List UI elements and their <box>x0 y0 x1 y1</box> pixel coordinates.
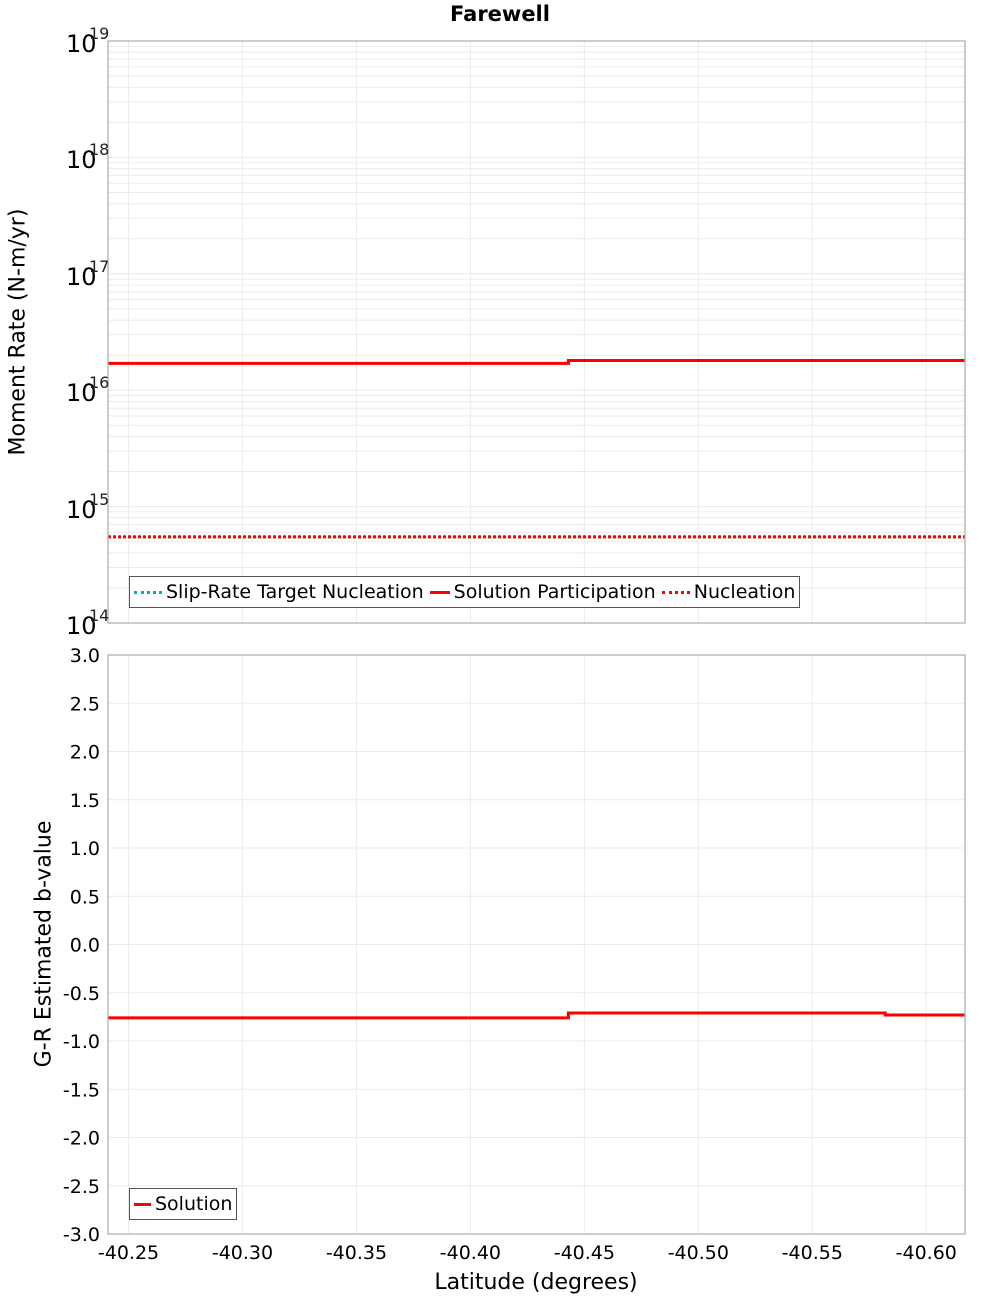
legend-label: Slip-Rate Target Nucleation <box>166 581 424 603</box>
svg-text:1.5: 1.5 <box>70 790 100 812</box>
legend-swatch-solid-red <box>429 590 450 594</box>
svg-text:3.0: 3.0 <box>70 645 100 667</box>
svg-text:15: 15 <box>89 490 109 509</box>
bottom-grid <box>108 654 965 1235</box>
svg-text:-40.50: -40.50 <box>668 1242 729 1264</box>
legend-swatch-dotted-teal <box>134 590 162 594</box>
legend-label: Nucleation <box>693 581 796 603</box>
svg-text:-40.45: -40.45 <box>554 1242 615 1264</box>
svg-text:0.0: 0.0 <box>70 935 100 957</box>
svg-text:10: 10 <box>66 379 97 407</box>
svg-text:14: 14 <box>89 606 109 625</box>
top-plot-frame <box>107 40 966 624</box>
svg-text:1.0: 1.0 <box>70 838 100 860</box>
svg-text:0.5: 0.5 <box>70 886 100 908</box>
svg-text:2.5: 2.5 <box>70 693 100 715</box>
svg-text:10: 10 <box>66 263 97 291</box>
bottom-y-axis-label: G-R Estimated b-value <box>31 820 57 1068</box>
legend-swatch-dotted-red <box>661 590 690 594</box>
svg-text:10: 10 <box>66 30 97 58</box>
legend-item-slip-rate-target-nucleation: Slip-Rate Target Nucleation <box>134 581 424 603</box>
svg-text:-40.35: -40.35 <box>326 1242 387 1264</box>
svg-text:-40.30: -40.30 <box>212 1242 273 1264</box>
svg-text:-40.25: -40.25 <box>98 1242 159 1264</box>
svg-text:-40.60: -40.60 <box>896 1242 957 1264</box>
svg-text:2.0: 2.0 <box>70 742 100 764</box>
svg-text:10: 10 <box>66 146 97 174</box>
top-y-axis-label: Moment Rate (N-m/yr) <box>5 208 31 456</box>
legend-item-solution-participation: Solution Participation <box>429 581 656 603</box>
bottom-y-ticks: 3.0 2.5 2.0 1.5 1.0 0.5 0.0 -0.5 -1.0 -1.5 -2.0 -2.… <box>63 645 100 1246</box>
svg-text:-40.55: -40.55 <box>782 1242 843 1264</box>
svg-text:16: 16 <box>89 373 109 392</box>
svg-text:-3.0: -3.0 <box>63 1224 100 1246</box>
svg-text:10: 10 <box>66 612 97 640</box>
legend-item-nucleation: Nucleation <box>661 581 796 603</box>
legend-swatch-solid-red <box>134 1202 151 1206</box>
svg-text:-0.5: -0.5 <box>63 983 100 1005</box>
svg-text:17: 17 <box>89 257 109 276</box>
svg-text:10: 10 <box>66 496 97 524</box>
x-ticks: -40.25 -40.30 -40.35 -40.40 -40.45 -40.50 -40.… <box>98 1242 957 1264</box>
svg-text:-1.0: -1.0 <box>63 1031 100 1053</box>
bottom-series <box>108 1011 965 1020</box>
svg-text:19: 19 <box>89 24 109 43</box>
svg-text:-40.40: -40.40 <box>440 1242 501 1264</box>
legend-item-solution: Solution <box>134 1193 232 1215</box>
svg-text:-2.0: -2.0 <box>63 1128 100 1150</box>
top-series <box>108 358 965 539</box>
top-legend: Slip-Rate Target Nucleation Solution Par… <box>129 576 801 608</box>
svg-text:-1.5: -1.5 <box>63 1079 100 1101</box>
bottom-legend: Solution <box>129 1188 238 1220</box>
chart-title: Farewell <box>450 2 550 26</box>
legend-label: Solution Participation <box>453 581 656 603</box>
legend-label: Solution <box>155 1193 233 1215</box>
svg-text:-2.5: -2.5 <box>63 1176 100 1198</box>
svg-text:18: 18 <box>89 140 109 159</box>
bottom-plot-frame <box>107 654 966 1235</box>
top-grid <box>108 41 965 624</box>
x-axis-label: Latitude (degrees) <box>434 1270 638 1295</box>
